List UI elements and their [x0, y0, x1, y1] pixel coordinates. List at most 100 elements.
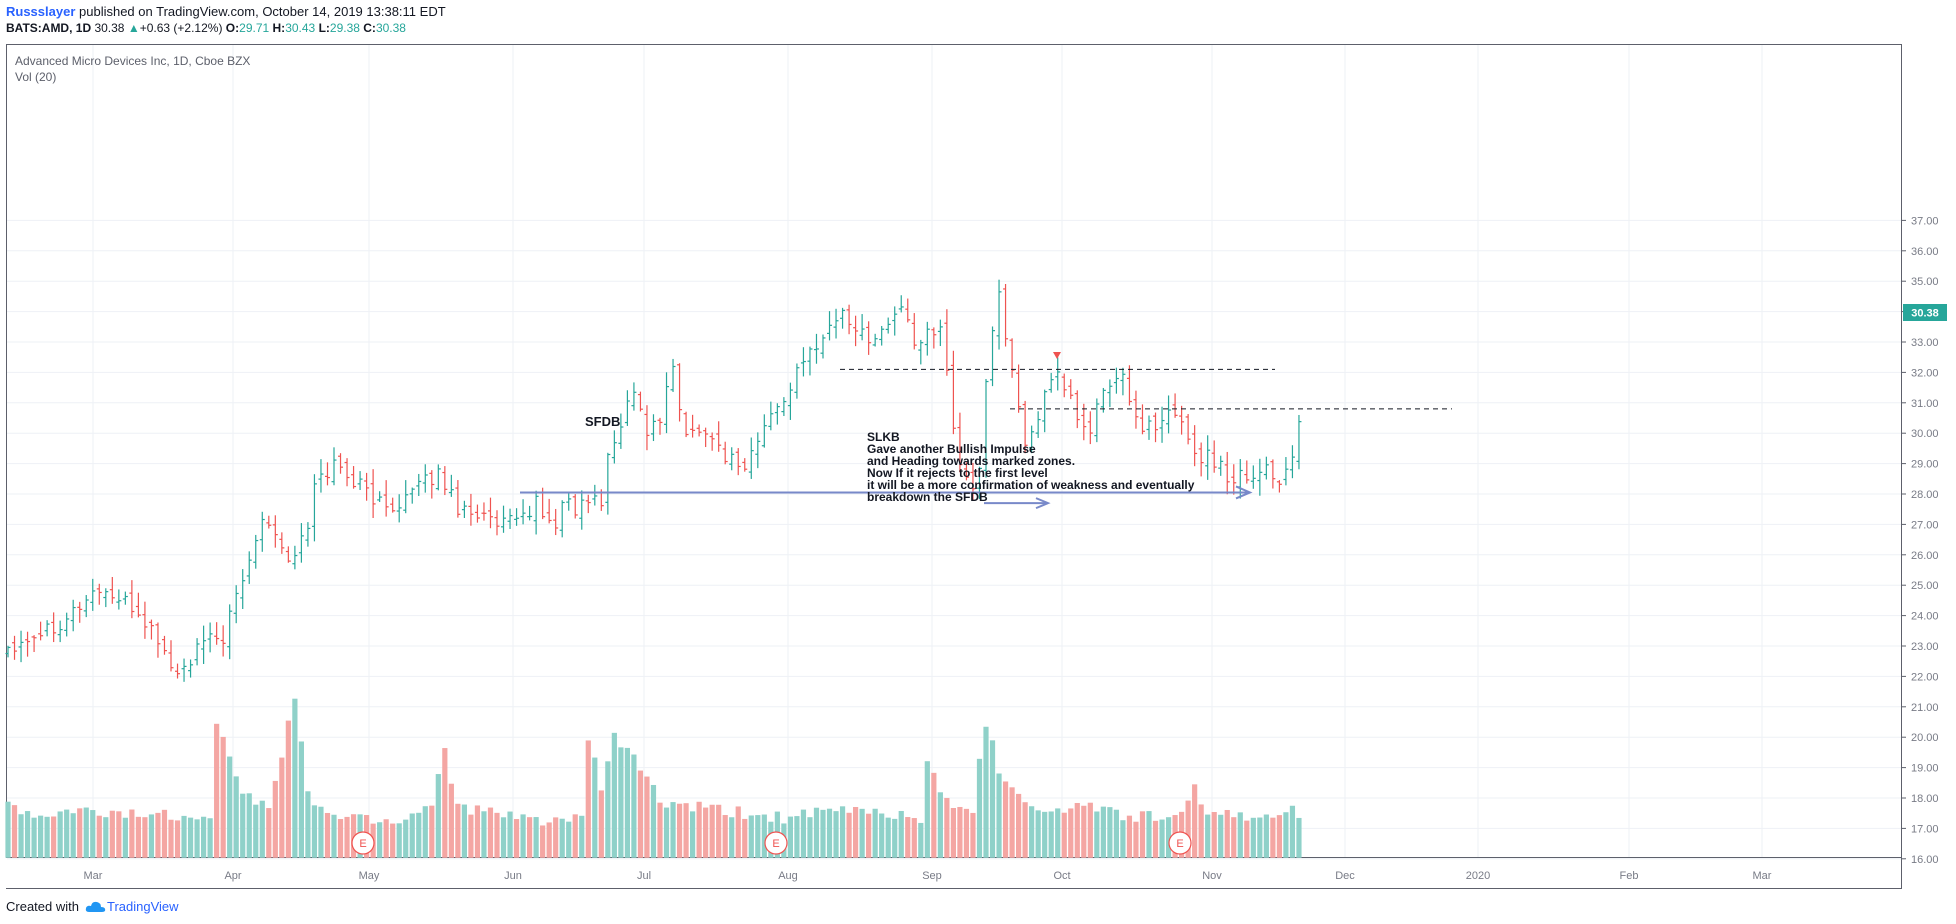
ohlc-bar: [579, 490, 585, 530]
ohlc-bar: [585, 494, 591, 514]
volume-bar: [57, 811, 63, 858]
volume-bar: [1048, 811, 1054, 858]
volume-bar: [1289, 805, 1296, 858]
ohlc-bar: [181, 658, 187, 682]
volume-bar: [970, 812, 976, 858]
volume-bar: [1192, 784, 1198, 858]
volume-bars: [5, 698, 1302, 858]
volume-bar: [520, 814, 526, 858]
ohlc-bar: [924, 321, 930, 356]
volume-bar: [253, 804, 259, 858]
volume-bar: [800, 809, 807, 858]
ohlc-bar: [1081, 403, 1087, 441]
volume-bar: [468, 814, 474, 858]
ohlc-bar: [1022, 400, 1028, 454]
ohlc-bar: [735, 448, 741, 476]
volume-bar: [429, 805, 435, 858]
volume-bar: [709, 804, 715, 858]
ohlc-bar: [416, 473, 422, 497]
created-with-label: Created with: [6, 899, 79, 914]
volume-bar: [1218, 814, 1224, 858]
volume-bar: [735, 806, 741, 858]
ohlc-bar: [1218, 455, 1224, 476]
volume-bar: [1022, 802, 1028, 858]
ohlc-bar: [161, 635, 167, 655]
ohlc-bar: [1016, 364, 1022, 413]
tradingview-logo[interactable]: TradingView: [85, 899, 179, 914]
ohlc-bar: [1244, 460, 1250, 484]
ohlc-bar: [5, 645, 11, 658]
volume-bar: [1081, 805, 1087, 858]
ohlc-bar: [853, 315, 859, 347]
volume-bar: [292, 698, 298, 858]
ohlc-bar: [1113, 367, 1119, 394]
volume-legend: Vol (20): [15, 70, 56, 84]
volume-bar: [64, 809, 70, 858]
volume-bar: [96, 815, 102, 858]
ohlc-bar: [494, 510, 500, 536]
ohlc-bar: [338, 453, 344, 474]
volume-bar: [448, 783, 454, 858]
price-tick-label: 22.00: [1911, 671, 1939, 683]
ohlc-bar: [611, 430, 617, 464]
volume-bar: [905, 817, 911, 858]
earnings-marker: E: [1168, 831, 1192, 855]
price-tick-label: 23.00: [1911, 641, 1939, 653]
ohlc-bar: [1270, 459, 1276, 489]
volume-bar: [481, 811, 487, 858]
volume-bar: [51, 816, 57, 858]
ohlc-bar: [827, 311, 833, 341]
volume-bar: [918, 822, 924, 858]
ohlc-bar: [983, 378, 989, 478]
volume-bar: [1159, 819, 1165, 858]
ohlc-bar: [572, 494, 578, 519]
note-line: it will be a more confirmation of weakne…: [867, 478, 1195, 492]
volume-bar: [266, 808, 272, 858]
author-link[interactable]: Russslayer: [6, 4, 76, 19]
ohlc-bar: [703, 427, 709, 448]
ohlc-bar: [357, 471, 363, 491]
volume-bar: [657, 802, 663, 858]
ohlc-bar: [64, 612, 70, 637]
volume-bar: [31, 817, 37, 858]
volume-bar: [116, 811, 122, 858]
ohlc-bar: [403, 480, 409, 514]
price-tick-label: 25.00: [1911, 580, 1939, 592]
ohlc-bar: [937, 319, 943, 347]
volume-bar: [624, 747, 630, 858]
ohlc-bar: [253, 534, 259, 569]
ohlc-bar: [18, 630, 24, 663]
volume-bar: [950, 808, 956, 858]
volume-bar: [670, 802, 676, 858]
volume-bar: [729, 817, 735, 858]
volume-bar: [1211, 812, 1217, 858]
ohlc-bar: [618, 413, 624, 449]
ohlc-bar: [1087, 411, 1093, 445]
ohlc-bar: [383, 480, 389, 517]
volume-bar: [748, 815, 754, 858]
ohlc-bar: [761, 414, 767, 448]
volume-bar: [611, 732, 617, 858]
volume-bar: [1100, 806, 1106, 858]
volume-bar: [311, 805, 318, 858]
volume-bar: [285, 720, 291, 858]
volume-bar: [494, 812, 500, 858]
ohlc-bar: [311, 474, 317, 542]
ohlc-bar: [1276, 480, 1282, 493]
ohlc-bar: [279, 532, 285, 554]
ohlc-bar: [1146, 415, 1152, 440]
volume-bar: [866, 813, 872, 858]
volume-bar: [533, 817, 539, 858]
volume-bar: [898, 810, 904, 858]
volume-bar: [1152, 820, 1159, 858]
ohlc-bar: [487, 497, 493, 529]
volume-bar: [416, 812, 422, 858]
time-axis[interactable]: Mar Apr May Jun Jul Aug Sep Oct Nov Dec 2020 Feb Mar: [84, 870, 1772, 882]
volume-bar: [813, 807, 820, 858]
ohlc-bar: [468, 493, 474, 526]
volume-bar: [259, 800, 265, 858]
ohlc-bar: [461, 500, 467, 519]
ohlc-bar: [1042, 389, 1048, 433]
ohlc-bar: [233, 585, 239, 624]
